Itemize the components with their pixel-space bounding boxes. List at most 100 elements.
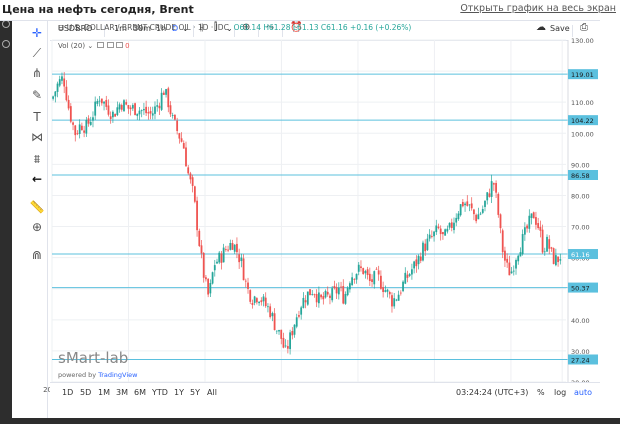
magnet-icon[interactable]: ⋒ [31, 248, 43, 262]
candle-body [222, 247, 225, 263]
chevron-down-icon[interactable]: ⌄ [182, 24, 189, 33]
candle-body [331, 288, 334, 301]
range-5d[interactable]: 5D [80, 388, 92, 397]
candle-body [411, 269, 413, 275]
candle-body [205, 277, 207, 280]
volume-label[interactable]: Vol (20) [58, 42, 86, 50]
strip-settings-icon[interactable] [2, 40, 10, 48]
legend-change: +0.16 (+0.26%) [350, 23, 412, 32]
candle-body [94, 101, 97, 116]
interval-30m[interactable]: 30m [133, 24, 151, 33]
candle-body [284, 345, 287, 347]
candle-body [419, 256, 422, 261]
range-1d[interactable]: 1D [62, 388, 74, 397]
chevron-down-icon[interactable]: ⌄ [226, 24, 233, 33]
powered-by[interactable]: powered by TradingView [58, 371, 137, 379]
candle-body [543, 251, 546, 253]
candle-body [63, 78, 66, 87]
log-toggle[interactable]: log [554, 388, 567, 397]
toolbar-separator [282, 25, 283, 37]
candle-body [382, 287, 385, 293]
candle-body [557, 256, 559, 263]
brush-icon[interactable]: ✎ [31, 88, 43, 102]
legend-low: L61.13 [292, 23, 319, 32]
candle-body [342, 286, 345, 304]
ruler-icon[interactable]: 📏 [29, 200, 45, 214]
range-5y[interactable]: 5Y [190, 388, 200, 397]
fullscreen-link[interactable]: Открыть график на весь экран [460, 3, 616, 14]
interval-d[interactable]: D [172, 24, 179, 33]
trend-line-icon[interactable]: ⟋ [32, 45, 42, 60]
level-label-bg [568, 354, 598, 365]
compare-icon[interactable]: ⤳ [266, 22, 274, 33]
candle-body [453, 222, 455, 231]
add-indicator-icon[interactable]: ⊕ [242, 22, 251, 33]
range-all[interactable]: All [207, 388, 217, 397]
candle-body [258, 301, 260, 304]
save-button[interactable]: Save [550, 24, 570, 33]
candle-body [69, 106, 72, 122]
range-6m[interactable]: 6M [134, 388, 146, 397]
candle-body [422, 242, 424, 261]
candle-body [293, 324, 296, 335]
measure-icon[interactable]: ⩩ [33, 151, 41, 166]
legend-collapse-icon[interactable]: ⊟ [58, 23, 65, 32]
candle-body [415, 259, 418, 267]
eye-icon[interactable] [97, 42, 105, 48]
percent-toggle[interactable]: % [537, 388, 545, 397]
candle-body [244, 280, 247, 282]
candle-body [229, 243, 232, 250]
candle-body [408, 274, 411, 276]
candle-body [300, 307, 303, 315]
candle-body [280, 329, 283, 339]
range-1y[interactable]: 1Y [174, 388, 184, 397]
close-icon[interactable] [115, 42, 123, 48]
camera-icon[interactable]: ⎙ [580, 22, 588, 33]
level-label-bg [568, 169, 598, 180]
candle-body [368, 273, 371, 282]
range-3m[interactable]: 3M [116, 388, 128, 397]
cloud-icon[interactable]: ☁ [536, 22, 546, 33]
pattern-icon[interactable]: ⋈ [31, 130, 43, 144]
candle-body [532, 212, 535, 219]
candle-body [466, 201, 469, 206]
candle-body [54, 91, 57, 97]
interval-1h[interactable]: 1h [156, 24, 167, 33]
range-ytd[interactable]: YTD [152, 388, 168, 397]
candle-body [366, 269, 369, 275]
crosshair-icon[interactable]: ✛ [31, 26, 43, 40]
candle-body [52, 96, 55, 99]
candle-body [295, 317, 298, 327]
zoom-in-icon[interactable]: ⊕ [31, 220, 43, 234]
candle-body [550, 247, 553, 249]
tradingview-link[interactable]: TradingView [98, 371, 138, 379]
candle-body [541, 229, 544, 253]
settings-icon[interactable] [106, 42, 114, 48]
interval-1m[interactable]: 1m [114, 24, 127, 33]
bar-style-icon[interactable]: ⫲ [200, 22, 204, 33]
alert-icon[interactable]: ⏰ [290, 22, 303, 33]
candle-body [125, 102, 128, 105]
candle-body [209, 283, 212, 294]
toolbar-separator [193, 25, 194, 37]
range-1m[interactable]: 1M [98, 388, 110, 397]
pitchfork-icon[interactable]: ⋔ [31, 66, 43, 80]
symbol-search[interactable]: USDBRO [58, 24, 93, 33]
arrow-left-icon[interactable]: ← [31, 172, 43, 186]
auto-toggle[interactable]: auto [574, 388, 593, 397]
candle-body [510, 271, 513, 274]
candle-body [171, 115, 174, 116]
candle-body [56, 83, 59, 92]
candle-body [249, 290, 252, 302]
candle-body [251, 302, 254, 305]
chevron-down-icon[interactable]: ⌄ [87, 42, 94, 50]
candle-body [61, 76, 63, 81]
legend-symbol-name: U.S. DOLLAR / BRENT CRUDE OIL · 1D · IDC [66, 23, 229, 32]
candles-icon[interactable]: ⫿ [214, 22, 218, 33]
clock[interactable]: 03:24:24 (UTC+3) [456, 388, 529, 397]
text-icon[interactable]: T [33, 110, 41, 124]
candle-body [264, 297, 267, 307]
candle-body [335, 287, 338, 294]
candle-body [306, 291, 309, 305]
